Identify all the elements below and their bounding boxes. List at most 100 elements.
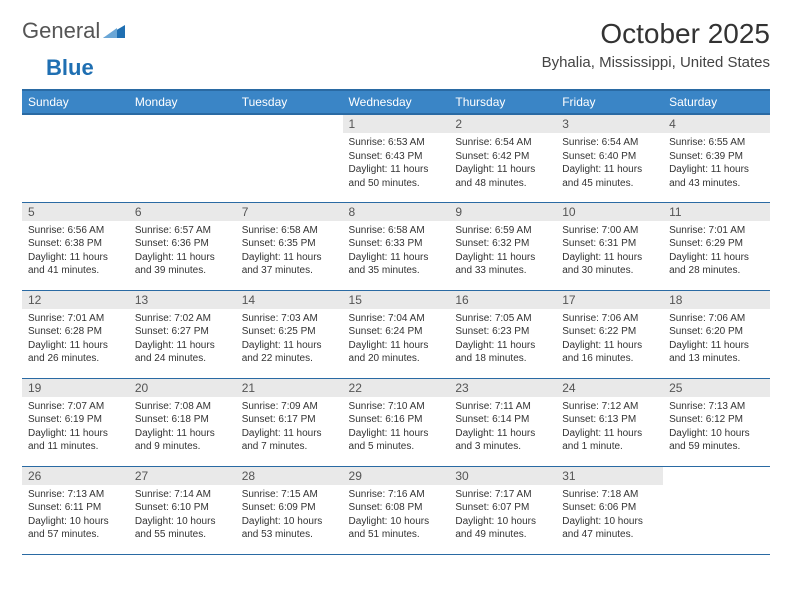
day-body: Sunrise: 6:57 AMSunset: 6:36 PMDaylight:… bbox=[129, 221, 236, 282]
sunrise-line: Sunrise: 7:13 AM bbox=[28, 488, 123, 502]
sunrise-line: Sunrise: 6:59 AM bbox=[455, 224, 550, 238]
daylight-line: Daylight: 11 hours and 50 minutes. bbox=[349, 163, 444, 190]
sunset-line: Sunset: 6:43 PM bbox=[349, 150, 444, 164]
sunrise-line: Sunrise: 7:07 AM bbox=[28, 400, 123, 414]
sunrise-line: Sunrise: 6:54 AM bbox=[562, 136, 657, 150]
calendar-day-cell: 26Sunrise: 7:13 AMSunset: 6:11 PMDayligh… bbox=[22, 466, 129, 554]
sunrise-line: Sunrise: 6:57 AM bbox=[135, 224, 230, 238]
sunset-line: Sunset: 6:07 PM bbox=[455, 501, 550, 515]
calendar-day-cell: 14Sunrise: 7:03 AMSunset: 6:25 PMDayligh… bbox=[236, 290, 343, 378]
day-body: Sunrise: 7:00 AMSunset: 6:31 PMDaylight:… bbox=[556, 221, 663, 282]
sunrise-line: Sunrise: 6:54 AM bbox=[455, 136, 550, 150]
sunrise-line: Sunrise: 7:05 AM bbox=[455, 312, 550, 326]
day-number: 3 bbox=[556, 115, 663, 133]
daylight-line: Daylight: 11 hours and 48 minutes. bbox=[455, 163, 550, 190]
day-number: 17 bbox=[556, 291, 663, 309]
day-header: Thursday bbox=[449, 90, 556, 114]
sunset-line: Sunset: 6:28 PM bbox=[28, 325, 123, 339]
daylight-line: Daylight: 11 hours and 11 minutes. bbox=[28, 427, 123, 454]
sunrise-line: Sunrise: 7:14 AM bbox=[135, 488, 230, 502]
daylight-line: Daylight: 11 hours and 9 minutes. bbox=[135, 427, 230, 454]
sunset-line: Sunset: 6:38 PM bbox=[28, 237, 123, 251]
calendar-day-cell: 6Sunrise: 6:57 AMSunset: 6:36 PMDaylight… bbox=[129, 202, 236, 290]
daylight-line: Daylight: 10 hours and 51 minutes. bbox=[349, 515, 444, 542]
day-number: 18 bbox=[663, 291, 770, 309]
logo-triangle-icon bbox=[103, 18, 125, 44]
day-number: 21 bbox=[236, 379, 343, 397]
calendar-day-cell bbox=[663, 466, 770, 554]
sunrise-line: Sunrise: 7:17 AM bbox=[455, 488, 550, 502]
calendar-week-row: 12Sunrise: 7:01 AMSunset: 6:28 PMDayligh… bbox=[22, 290, 770, 378]
sunset-line: Sunset: 6:42 PM bbox=[455, 150, 550, 164]
day-number: 14 bbox=[236, 291, 343, 309]
calendar-day-cell: 25Sunrise: 7:13 AMSunset: 6:12 PMDayligh… bbox=[663, 378, 770, 466]
sunset-line: Sunset: 6:31 PM bbox=[562, 237, 657, 251]
day-body: Sunrise: 7:13 AMSunset: 6:12 PMDaylight:… bbox=[663, 397, 770, 458]
sunrise-line: Sunrise: 7:15 AM bbox=[242, 488, 337, 502]
day-header: Wednesday bbox=[343, 90, 450, 114]
daylight-line: Daylight: 11 hours and 26 minutes. bbox=[28, 339, 123, 366]
sunrise-line: Sunrise: 6:58 AM bbox=[349, 224, 444, 238]
day-body: Sunrise: 7:01 AMSunset: 6:28 PMDaylight:… bbox=[22, 309, 129, 370]
day-header: Sunday bbox=[22, 90, 129, 114]
day-header: Tuesday bbox=[236, 90, 343, 114]
sunset-line: Sunset: 6:39 PM bbox=[669, 150, 764, 164]
day-number: 24 bbox=[556, 379, 663, 397]
day-body: Sunrise: 7:01 AMSunset: 6:29 PMDaylight:… bbox=[663, 221, 770, 282]
day-number: 7 bbox=[236, 203, 343, 221]
calendar-day-cell bbox=[236, 114, 343, 202]
day-number: 28 bbox=[236, 467, 343, 485]
sunrise-line: Sunrise: 7:12 AM bbox=[562, 400, 657, 414]
day-body: Sunrise: 7:10 AMSunset: 6:16 PMDaylight:… bbox=[343, 397, 450, 458]
sunrise-line: Sunrise: 7:04 AM bbox=[349, 312, 444, 326]
sunrise-line: Sunrise: 7:11 AM bbox=[455, 400, 550, 414]
sunset-line: Sunset: 6:33 PM bbox=[349, 237, 444, 251]
day-body: Sunrise: 7:03 AMSunset: 6:25 PMDaylight:… bbox=[236, 309, 343, 370]
daylight-line: Daylight: 11 hours and 22 minutes. bbox=[242, 339, 337, 366]
calendar-day-cell: 15Sunrise: 7:04 AMSunset: 6:24 PMDayligh… bbox=[343, 290, 450, 378]
day-body: Sunrise: 7:06 AMSunset: 6:20 PMDaylight:… bbox=[663, 309, 770, 370]
sunset-line: Sunset: 6:06 PM bbox=[562, 501, 657, 515]
daylight-line: Daylight: 11 hours and 43 minutes. bbox=[669, 163, 764, 190]
sunrise-line: Sunrise: 6:55 AM bbox=[669, 136, 764, 150]
day-body: Sunrise: 7:09 AMSunset: 6:17 PMDaylight:… bbox=[236, 397, 343, 458]
calendar-week-row: 26Sunrise: 7:13 AMSunset: 6:11 PMDayligh… bbox=[22, 466, 770, 554]
sunrise-line: Sunrise: 7:08 AM bbox=[135, 400, 230, 414]
daylight-line: Daylight: 10 hours and 59 minutes. bbox=[669, 427, 764, 454]
day-number: 25 bbox=[663, 379, 770, 397]
day-body: Sunrise: 7:14 AMSunset: 6:10 PMDaylight:… bbox=[129, 485, 236, 546]
day-number: 26 bbox=[22, 467, 129, 485]
day-number: 6 bbox=[129, 203, 236, 221]
calendar-day-cell: 13Sunrise: 7:02 AMSunset: 6:27 PMDayligh… bbox=[129, 290, 236, 378]
title-block: October 2025 Byhalia, Mississippi, Unite… bbox=[542, 18, 770, 71]
daylight-line: Daylight: 10 hours and 47 minutes. bbox=[562, 515, 657, 542]
sunrise-line: Sunrise: 7:16 AM bbox=[349, 488, 444, 502]
calendar-table: SundayMondayTuesdayWednesdayThursdayFrid… bbox=[22, 89, 770, 555]
daylight-line: Daylight: 11 hours and 20 minutes. bbox=[349, 339, 444, 366]
day-number: 20 bbox=[129, 379, 236, 397]
calendar-day-cell: 8Sunrise: 6:58 AMSunset: 6:33 PMDaylight… bbox=[343, 202, 450, 290]
day-body: Sunrise: 7:04 AMSunset: 6:24 PMDaylight:… bbox=[343, 309, 450, 370]
sunset-line: Sunset: 6:08 PM bbox=[349, 501, 444, 515]
day-number: 15 bbox=[343, 291, 450, 309]
sunrise-line: Sunrise: 6:53 AM bbox=[349, 136, 444, 150]
calendar-day-cell: 9Sunrise: 6:59 AMSunset: 6:32 PMDaylight… bbox=[449, 202, 556, 290]
sunset-line: Sunset: 6:12 PM bbox=[669, 413, 764, 427]
sunrise-line: Sunrise: 7:06 AM bbox=[562, 312, 657, 326]
sunrise-line: Sunrise: 7:03 AM bbox=[242, 312, 337, 326]
daylight-line: Daylight: 11 hours and 3 minutes. bbox=[455, 427, 550, 454]
day-header: Saturday bbox=[663, 90, 770, 114]
day-number: 16 bbox=[449, 291, 556, 309]
calendar-day-cell: 16Sunrise: 7:05 AMSunset: 6:23 PMDayligh… bbox=[449, 290, 556, 378]
daylight-line: Daylight: 10 hours and 57 minutes. bbox=[28, 515, 123, 542]
day-body: Sunrise: 6:53 AMSunset: 6:43 PMDaylight:… bbox=[343, 133, 450, 194]
day-body: Sunrise: 6:55 AMSunset: 6:39 PMDaylight:… bbox=[663, 133, 770, 194]
sunrise-line: Sunrise: 7:00 AM bbox=[562, 224, 657, 238]
calendar-day-cell: 2Sunrise: 6:54 AMSunset: 6:42 PMDaylight… bbox=[449, 114, 556, 202]
daylight-line: Daylight: 11 hours and 24 minutes. bbox=[135, 339, 230, 366]
sunset-line: Sunset: 6:09 PM bbox=[242, 501, 337, 515]
sunset-line: Sunset: 6:14 PM bbox=[455, 413, 550, 427]
calendar-day-cell: 1Sunrise: 6:53 AMSunset: 6:43 PMDaylight… bbox=[343, 114, 450, 202]
sunset-line: Sunset: 6:10 PM bbox=[135, 501, 230, 515]
calendar-day-cell: 28Sunrise: 7:15 AMSunset: 6:09 PMDayligh… bbox=[236, 466, 343, 554]
